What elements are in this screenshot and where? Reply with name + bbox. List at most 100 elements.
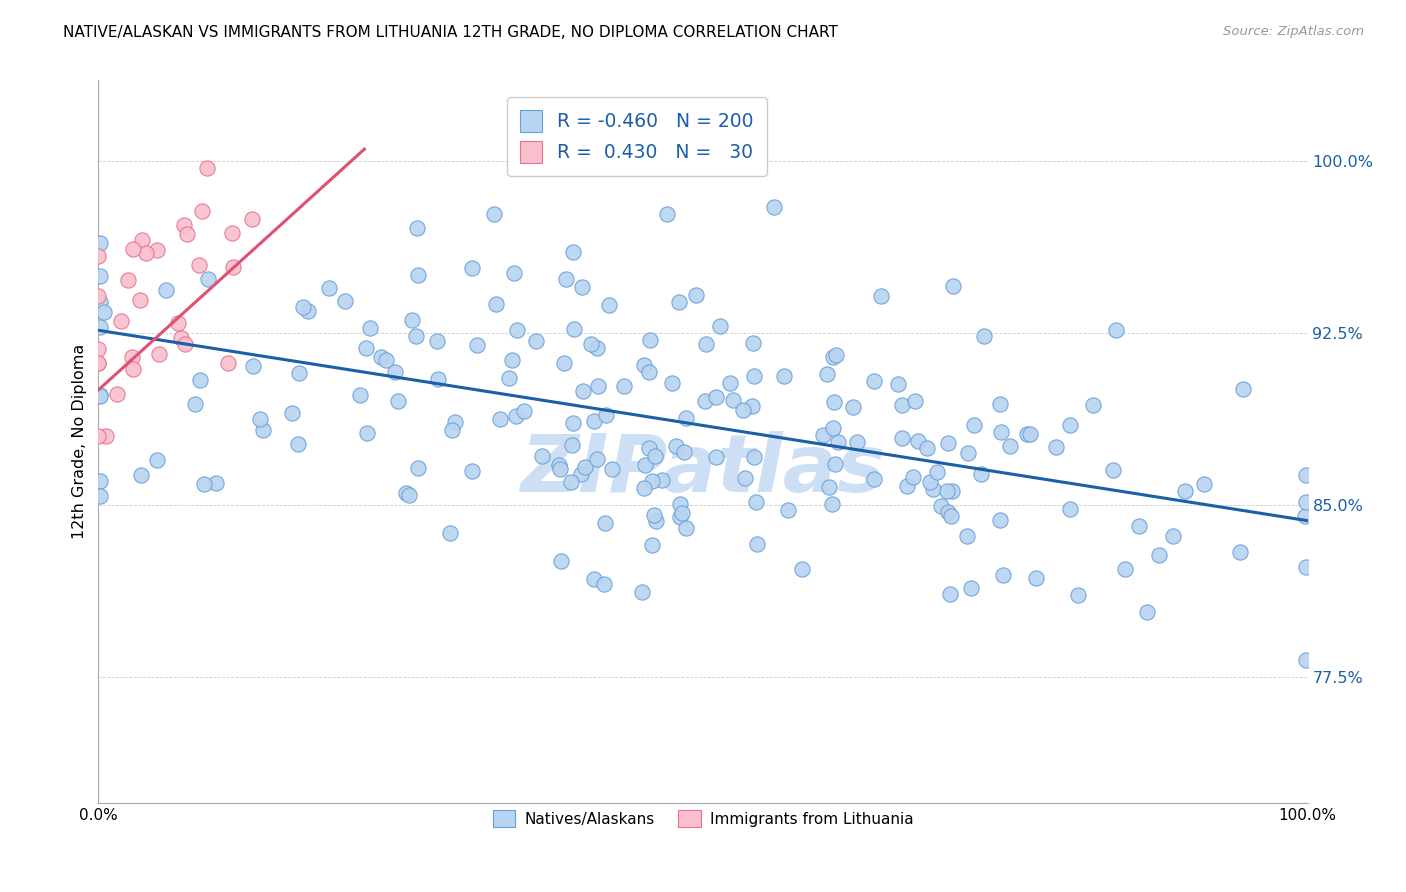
Point bbox=[547, 458, 569, 473]
Point bbox=[824, 457, 846, 471]
Point bbox=[87, 343, 110, 357]
Point bbox=[89, 489, 111, 503]
Point bbox=[89, 474, 111, 488]
Point bbox=[657, 207, 679, 221]
Point bbox=[155, 283, 177, 297]
Point bbox=[939, 587, 962, 601]
Point bbox=[598, 298, 620, 312]
Point bbox=[665, 439, 688, 453]
Point bbox=[191, 204, 214, 219]
Point bbox=[1017, 427, 1039, 442]
Point bbox=[669, 496, 692, 510]
Point bbox=[675, 410, 697, 425]
Point bbox=[242, 359, 264, 373]
Point bbox=[572, 384, 595, 398]
Point bbox=[498, 371, 520, 385]
Point bbox=[942, 278, 965, 293]
Point bbox=[87, 289, 110, 303]
Point bbox=[1083, 399, 1105, 413]
Point bbox=[135, 245, 157, 260]
Point bbox=[205, 475, 228, 490]
Point bbox=[441, 423, 464, 437]
Point bbox=[401, 313, 423, 327]
Point bbox=[641, 538, 664, 552]
Point bbox=[593, 577, 616, 591]
Point bbox=[988, 397, 1011, 411]
Point bbox=[439, 525, 461, 540]
Point bbox=[704, 390, 727, 404]
Point bbox=[121, 351, 143, 365]
Point bbox=[631, 584, 654, 599]
Point bbox=[643, 508, 665, 523]
Point bbox=[335, 293, 357, 308]
Point bbox=[927, 465, 949, 479]
Point bbox=[89, 295, 111, 310]
Point bbox=[221, 260, 243, 275]
Point bbox=[395, 486, 418, 500]
Point bbox=[356, 425, 378, 440]
Point bbox=[281, 406, 304, 420]
Point bbox=[513, 404, 536, 418]
Point bbox=[571, 280, 593, 294]
Point bbox=[936, 484, 959, 499]
Point bbox=[709, 319, 731, 334]
Point bbox=[811, 428, 834, 442]
Point bbox=[645, 514, 668, 528]
Point bbox=[1174, 483, 1197, 498]
Point bbox=[484, 207, 506, 221]
Point bbox=[1019, 426, 1042, 441]
Point bbox=[1295, 495, 1317, 509]
Point bbox=[221, 226, 243, 240]
Point bbox=[915, 441, 938, 455]
Point bbox=[121, 362, 143, 376]
Point bbox=[1102, 463, 1125, 477]
Point bbox=[763, 200, 786, 214]
Point bbox=[959, 581, 981, 595]
Point bbox=[240, 212, 263, 227]
Point bbox=[903, 394, 925, 409]
Text: Source: ZipAtlas.com: Source: ZipAtlas.com bbox=[1223, 25, 1364, 38]
Point bbox=[821, 351, 844, 365]
Point bbox=[1192, 476, 1215, 491]
Point bbox=[506, 323, 529, 337]
Point bbox=[562, 321, 585, 335]
Point bbox=[354, 341, 377, 355]
Point bbox=[612, 379, 634, 393]
Point bbox=[583, 414, 606, 428]
Point bbox=[405, 221, 427, 235]
Point bbox=[1161, 529, 1184, 543]
Point bbox=[94, 429, 117, 443]
Point bbox=[1114, 562, 1136, 576]
Point bbox=[586, 451, 609, 466]
Point bbox=[582, 572, 605, 586]
Point bbox=[105, 387, 128, 401]
Point bbox=[742, 368, 765, 383]
Point bbox=[1232, 382, 1254, 396]
Point bbox=[1295, 468, 1317, 483]
Point bbox=[886, 376, 908, 391]
Point bbox=[121, 242, 143, 256]
Point bbox=[821, 497, 844, 511]
Point bbox=[426, 334, 449, 348]
Point bbox=[89, 235, 111, 250]
Point bbox=[167, 316, 190, 330]
Point bbox=[863, 374, 886, 388]
Point bbox=[990, 425, 1012, 439]
Point bbox=[600, 461, 623, 475]
Point bbox=[901, 470, 924, 484]
Point bbox=[956, 446, 979, 460]
Point bbox=[585, 342, 607, 356]
Point bbox=[89, 387, 111, 401]
Point bbox=[817, 480, 839, 494]
Point bbox=[718, 376, 741, 391]
Point bbox=[531, 449, 554, 463]
Point bbox=[554, 272, 576, 286]
Point bbox=[1059, 417, 1081, 432]
Point bbox=[406, 268, 429, 282]
Point bbox=[1059, 502, 1081, 516]
Point bbox=[742, 335, 765, 350]
Point bbox=[827, 434, 849, 449]
Point bbox=[87, 249, 110, 263]
Point bbox=[773, 369, 796, 384]
Text: NATIVE/ALASKAN VS IMMIGRANTS FROM LITHUANIA 12TH GRADE, NO DIPLOMA CORRELATION C: NATIVE/ALASKAN VS IMMIGRANTS FROM LITHUA… bbox=[63, 25, 838, 40]
